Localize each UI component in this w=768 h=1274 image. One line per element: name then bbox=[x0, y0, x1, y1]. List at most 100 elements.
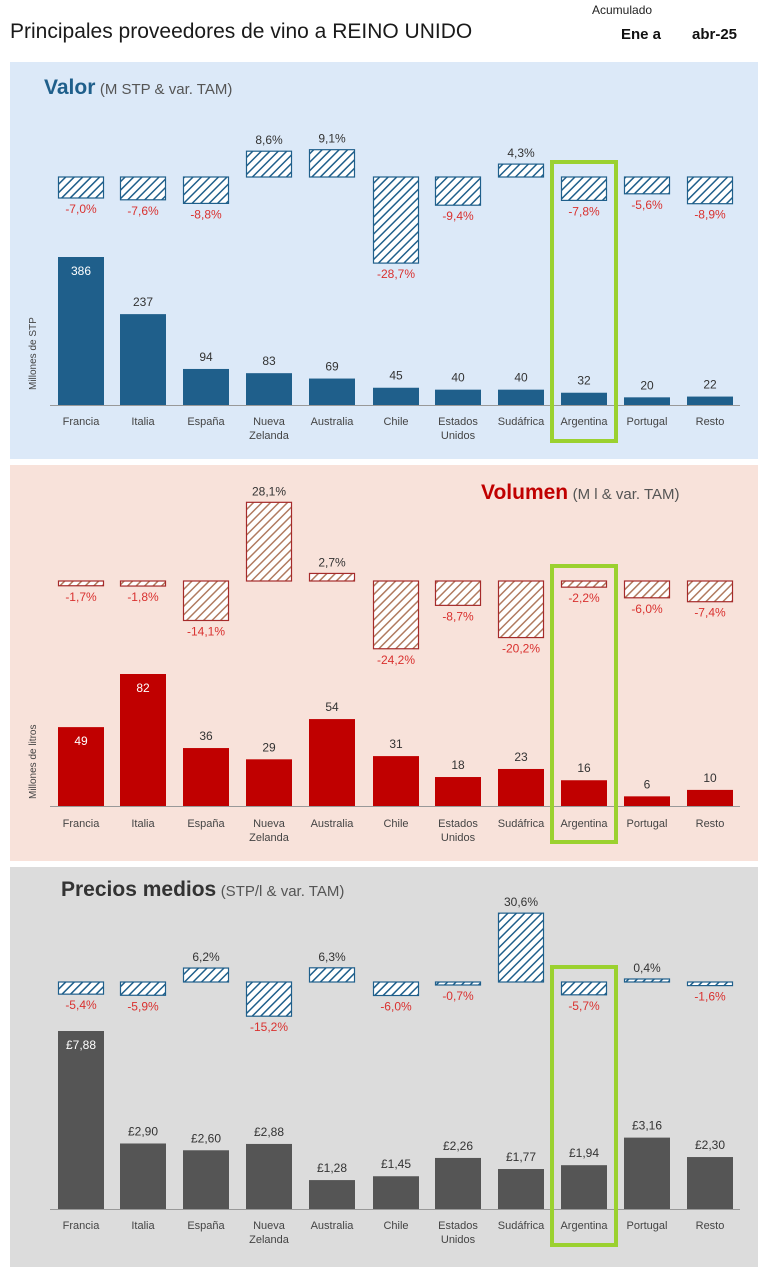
precio-highlight-box bbox=[550, 965, 618, 1247]
precio-variation-bar-italia bbox=[119, 981, 167, 996]
valor-variation-label-italia: -7,6% bbox=[127, 204, 159, 218]
volumen-value-label-nueva: 29 bbox=[262, 740, 276, 754]
valor-bar-portugal bbox=[624, 397, 670, 405]
volumen-variation-label-sudafrica: -20,2% bbox=[502, 642, 540, 656]
precio-bar-italia bbox=[120, 1143, 166, 1209]
volumen-subtitle: (M l & var. TAM) bbox=[572, 486, 680, 503]
volumen-variation-bar-chile bbox=[372, 580, 420, 650]
volumen-bar-italia bbox=[120, 674, 166, 806]
valor-category-label-australia: Australia bbox=[311, 416, 355, 428]
valor-value-label-resto: 22 bbox=[703, 378, 717, 392]
valor-variation-label-australia: 9,1% bbox=[318, 132, 346, 146]
volumen-category-label-portugal: Portugal bbox=[627, 818, 668, 830]
valor-variation-bar-estados bbox=[434, 176, 482, 206]
precio-variation-label-australia: 6,3% bbox=[318, 950, 346, 964]
precio-variation-label-argentina: -5,7% bbox=[568, 999, 600, 1013]
precio-bar-estados bbox=[435, 1157, 481, 1209]
valor-value-label-italia: 237 bbox=[133, 295, 153, 309]
volumen-category-label-chile: Chile bbox=[383, 818, 408, 830]
volumen-variation-label-argentina: -2,2% bbox=[568, 591, 600, 605]
precio-variation-label-espana: 6,2% bbox=[192, 950, 220, 964]
valor-bar-australia bbox=[309, 378, 355, 405]
valor-variation-label-resto: -8,9% bbox=[694, 208, 726, 222]
precio-category-label-nueva: Nueva Zelanda bbox=[249, 1220, 290, 1246]
volumen-bar-francia bbox=[58, 727, 104, 806]
precio-value-label-sudafrica: £1,77 bbox=[506, 1150, 536, 1164]
volumen-category-label-australia: Australia bbox=[311, 818, 355, 830]
valor-variation-bar-australia bbox=[308, 149, 356, 178]
precio-bar-argentina bbox=[561, 1165, 607, 1209]
volumen-variation-label-estados: -8,7% bbox=[442, 609, 474, 623]
precio-value-label-resto: £2,30 bbox=[695, 1138, 725, 1152]
precio-variation-bar-resto bbox=[686, 981, 734, 987]
precio-variation-bar-sudafrica bbox=[497, 912, 545, 983]
valor-category-label-espana: España bbox=[187, 416, 225, 428]
volumen-variation-label-australia: 2,7% bbox=[318, 555, 346, 569]
volumen-variation-bar-portugal bbox=[623, 580, 671, 599]
valor-bar-resto bbox=[687, 396, 733, 405]
precio-value-label-espana: £2,60 bbox=[191, 1131, 221, 1145]
precio-bar-sudafrica bbox=[498, 1169, 544, 1209]
valor-variation-bar-espana bbox=[182, 176, 230, 204]
volumen-value-label-espana: 36 bbox=[199, 729, 213, 743]
valor-variation-label-sudafrica: 4,3% bbox=[507, 146, 535, 160]
precio-category-label-italia: Italia bbox=[131, 1220, 155, 1232]
precio-variation-bar-estados bbox=[434, 981, 482, 986]
precio-variation-bar-chile bbox=[372, 981, 420, 997]
volumen-value-label-francia: 49 bbox=[74, 734, 88, 748]
precio-value-label-chile: £1,45 bbox=[381, 1157, 411, 1171]
valor-variation-bar-portugal bbox=[623, 176, 671, 195]
valor-bar-espana bbox=[183, 368, 229, 405]
volumen-bar-espana bbox=[183, 748, 229, 806]
precio-category-label-francia: Francia bbox=[63, 1220, 101, 1232]
period-to: abr-25 bbox=[692, 26, 738, 43]
precio-bar-francia bbox=[58, 1031, 104, 1209]
volumen-bar-chile bbox=[373, 756, 419, 806]
valor-bar-estados bbox=[435, 389, 481, 405]
precio-variation-label-francia: -5,4% bbox=[65, 998, 97, 1012]
valor-bar-italia bbox=[120, 314, 166, 405]
volumen-variation-label-francia: -1,7% bbox=[65, 590, 97, 604]
volumen-variation-bar-estados bbox=[434, 580, 482, 606]
valor-variation-label-nueva: 8,6% bbox=[255, 133, 283, 147]
valor-category-label-francia: Francia bbox=[63, 416, 101, 428]
valor-value-label-chile: 45 bbox=[389, 369, 403, 383]
valor-value-label-estados: 40 bbox=[451, 371, 465, 385]
precio-bar-espana bbox=[183, 1150, 229, 1209]
valor-panel-title: Valor (M STP & var. TAM) bbox=[44, 76, 232, 100]
valor-variation-bar-sudafrica bbox=[497, 163, 545, 178]
volumen-variation-label-italia: -1,8% bbox=[127, 590, 159, 604]
valor-panel: -7,0% 386 Francia -7,6% 237 Italia -8,8% 94 Espa… bbox=[10, 62, 758, 459]
precio-bar-australia bbox=[309, 1180, 355, 1209]
valor-variation-bar-chile bbox=[372, 176, 420, 264]
volumen-bar-argentina bbox=[561, 780, 607, 806]
volumen-variation-label-nueva: 28,1% bbox=[252, 484, 286, 498]
valor-bar-francia bbox=[58, 257, 104, 405]
valor-y-axis-label: Millones de STP bbox=[28, 317, 39, 390]
valor-variation-bar-nueva bbox=[245, 150, 293, 178]
volumen-value-label-australia: 54 bbox=[325, 700, 339, 714]
valor-variation-label-portugal: -5,6% bbox=[631, 198, 663, 212]
volumen-y-axis-label: Millones de litros bbox=[28, 724, 39, 799]
volumen-variation-bar-nueva bbox=[245, 501, 293, 582]
volumen-variation-bar-francia bbox=[57, 580, 105, 587]
valor-category-label-chile: Chile bbox=[383, 416, 408, 428]
valor-bar-argentina bbox=[561, 392, 607, 405]
report-title: Principales proveedores de vino a REINO … bbox=[10, 20, 473, 43]
precio-category-label-australia: Australia bbox=[311, 1220, 355, 1232]
valor-value-label-portugal: 20 bbox=[640, 378, 654, 392]
precio-category-label-argentina: Argentina bbox=[560, 1220, 608, 1232]
valor-category-label-estados: Estados Unidos bbox=[438, 416, 478, 442]
volumen-bar-portugal bbox=[624, 796, 670, 806]
precio-value-label-nueva: £2,88 bbox=[254, 1125, 284, 1139]
volumen-variation-bar-australia bbox=[308, 572, 356, 582]
precio-variation-label-estados: -0,7% bbox=[442, 989, 474, 1003]
precio-variation-label-resto: -1,6% bbox=[694, 990, 726, 1004]
precio-variation-label-portugal: 0,4% bbox=[633, 961, 661, 975]
valor-value-label-australia: 69 bbox=[325, 360, 339, 374]
accumulated-label: Acumulado bbox=[592, 3, 653, 17]
volumen-category-label-espana: España bbox=[187, 818, 225, 830]
precio-value-label-francia: £7,88 bbox=[66, 1038, 96, 1052]
precio-variation-bar-australia bbox=[308, 967, 356, 983]
valor-value-label-sudafrica: 40 bbox=[514, 371, 528, 385]
